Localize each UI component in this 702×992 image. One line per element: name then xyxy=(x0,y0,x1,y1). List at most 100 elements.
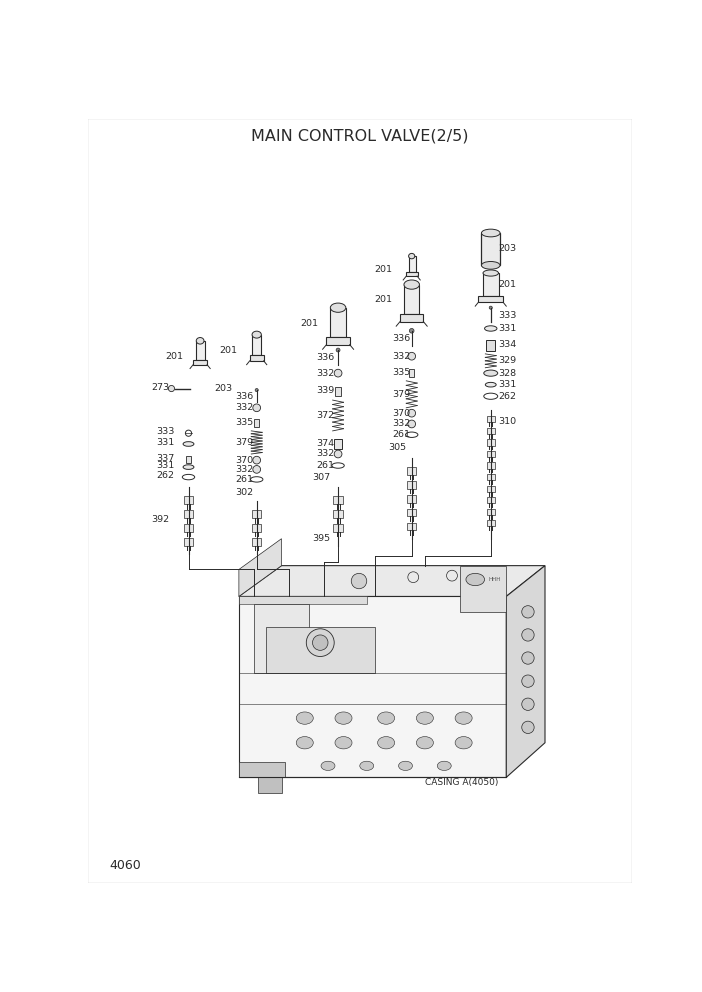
Polygon shape xyxy=(266,627,374,674)
Bar xyxy=(193,360,207,365)
Polygon shape xyxy=(239,762,286,778)
Text: 339: 339 xyxy=(317,386,335,396)
Bar xyxy=(409,256,416,272)
Ellipse shape xyxy=(252,331,261,338)
Ellipse shape xyxy=(360,761,373,771)
Polygon shape xyxy=(407,523,416,530)
Polygon shape xyxy=(252,524,261,532)
Circle shape xyxy=(522,606,534,618)
Text: 333: 333 xyxy=(156,428,174,436)
Text: 203: 203 xyxy=(498,244,517,253)
Bar xyxy=(334,438,342,449)
Text: 331: 331 xyxy=(498,380,517,389)
Polygon shape xyxy=(460,565,506,612)
Polygon shape xyxy=(184,538,193,546)
Polygon shape xyxy=(407,509,416,517)
Text: 335: 335 xyxy=(235,418,253,427)
Ellipse shape xyxy=(404,280,420,290)
Polygon shape xyxy=(239,596,506,778)
Circle shape xyxy=(522,721,534,733)
Text: 201: 201 xyxy=(165,352,183,361)
Text: 374: 374 xyxy=(317,438,334,447)
Ellipse shape xyxy=(409,253,415,259)
Text: 262: 262 xyxy=(498,392,517,401)
Ellipse shape xyxy=(483,270,498,276)
Text: HHH: HHH xyxy=(489,577,501,582)
Text: 334: 334 xyxy=(498,340,517,349)
Text: 262: 262 xyxy=(156,471,174,480)
Text: 331: 331 xyxy=(156,437,174,447)
Text: 329: 329 xyxy=(498,356,517,365)
Ellipse shape xyxy=(378,737,395,749)
Circle shape xyxy=(408,352,416,360)
Text: 370: 370 xyxy=(235,455,253,464)
Circle shape xyxy=(351,573,366,588)
Polygon shape xyxy=(487,462,495,468)
Text: 395: 395 xyxy=(312,534,331,544)
Circle shape xyxy=(408,420,416,428)
Text: 305: 305 xyxy=(388,442,406,451)
Text: 201: 201 xyxy=(300,318,319,327)
Polygon shape xyxy=(487,451,495,457)
Bar xyxy=(404,285,420,313)
Text: 332: 332 xyxy=(317,369,335,378)
Text: 273: 273 xyxy=(152,383,169,392)
Bar xyxy=(478,297,503,303)
Bar xyxy=(335,387,341,396)
Polygon shape xyxy=(184,524,193,532)
Ellipse shape xyxy=(484,370,498,376)
Text: 261: 261 xyxy=(235,475,253,484)
Text: 336: 336 xyxy=(235,392,253,401)
Circle shape xyxy=(522,652,534,665)
Circle shape xyxy=(522,698,534,710)
Polygon shape xyxy=(506,565,545,778)
Circle shape xyxy=(253,456,260,464)
Ellipse shape xyxy=(416,712,433,724)
Polygon shape xyxy=(252,510,261,518)
Polygon shape xyxy=(487,497,495,503)
Polygon shape xyxy=(254,604,309,674)
Ellipse shape xyxy=(466,573,484,585)
Ellipse shape xyxy=(296,737,313,749)
Circle shape xyxy=(409,328,414,333)
Ellipse shape xyxy=(455,737,472,749)
Text: 201: 201 xyxy=(498,280,517,289)
Circle shape xyxy=(312,635,328,651)
Text: 333: 333 xyxy=(498,310,517,319)
Ellipse shape xyxy=(484,325,497,331)
Bar xyxy=(258,778,282,793)
Text: 392: 392 xyxy=(152,515,169,524)
Polygon shape xyxy=(487,439,495,445)
Circle shape xyxy=(408,410,416,417)
Ellipse shape xyxy=(416,737,433,749)
Polygon shape xyxy=(487,474,495,480)
Text: 4060: 4060 xyxy=(110,859,141,872)
Circle shape xyxy=(489,307,492,310)
Text: 379: 379 xyxy=(392,390,411,399)
Polygon shape xyxy=(487,417,495,423)
Text: 201: 201 xyxy=(374,265,392,274)
Circle shape xyxy=(522,675,534,687)
Text: 379: 379 xyxy=(235,437,253,447)
Ellipse shape xyxy=(331,304,346,312)
Circle shape xyxy=(253,465,260,473)
Text: 261: 261 xyxy=(392,431,411,439)
Bar xyxy=(482,233,500,265)
Circle shape xyxy=(336,348,340,352)
Ellipse shape xyxy=(482,262,500,269)
Ellipse shape xyxy=(335,712,352,724)
Text: 261: 261 xyxy=(317,461,334,470)
Text: 332: 332 xyxy=(235,465,253,474)
Polygon shape xyxy=(487,520,495,527)
Text: 332: 332 xyxy=(392,420,411,429)
Text: 328: 328 xyxy=(498,369,517,378)
Circle shape xyxy=(255,389,258,392)
Polygon shape xyxy=(184,510,193,518)
Bar xyxy=(254,420,259,427)
Polygon shape xyxy=(333,496,343,504)
Text: 332: 332 xyxy=(317,449,335,458)
Text: 372: 372 xyxy=(317,411,334,420)
Text: CASING A(4050): CASING A(4050) xyxy=(425,779,498,788)
Text: 302: 302 xyxy=(235,488,253,497)
Ellipse shape xyxy=(296,712,313,724)
